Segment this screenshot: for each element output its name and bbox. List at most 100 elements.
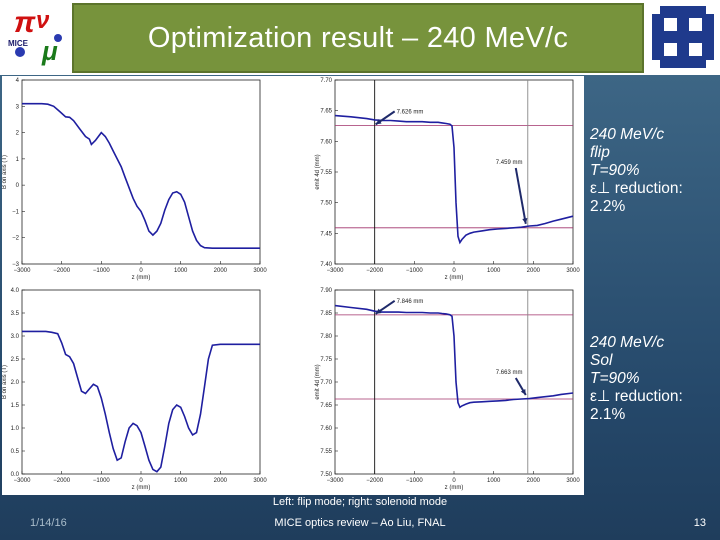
- y-tick-label: 7.75: [320, 357, 332, 363]
- note-momentum: 240 MeV/c: [590, 334, 665, 351]
- x-tick-label: 2000: [527, 478, 541, 484]
- y-tick-label: 1.5: [11, 403, 20, 409]
- x-tick-label: 0: [139, 268, 143, 274]
- page-number: 13: [693, 517, 706, 529]
- y-tick-label: 7.55: [320, 170, 332, 176]
- x-axis-label: z (mm): [132, 275, 151, 281]
- plot-frame: [21, 289, 261, 475]
- note-eps-symbol: ε⊥: [590, 180, 611, 197]
- y-axis-label: emit 4d (mm): [315, 364, 321, 399]
- y-tick-label: 1: [16, 157, 20, 163]
- series-line: [22, 330, 260, 473]
- mice-logo: π ν μ MICE: [2, 2, 70, 72]
- svg-text:ν: ν: [36, 7, 50, 34]
- annotation-arrowhead: [520, 389, 526, 396]
- series-line: [22, 102, 260, 249]
- y-tick-label: 7.60: [320, 139, 332, 145]
- svg-text:π: π: [14, 6, 36, 39]
- note-mode: Sol: [590, 352, 613, 369]
- x-tick-label: −1000: [406, 268, 424, 274]
- x-tick-label: −3000: [14, 268, 32, 274]
- series-line: [334, 304, 574, 409]
- y-tick-label: 3.0: [11, 334, 20, 340]
- x-tick-label: −2000: [53, 478, 71, 484]
- y-tick-label: 3: [16, 104, 20, 110]
- footer-author: MICE optics review – Ao Liu, FNAL: [274, 517, 446, 529]
- value-annotation: 7.663 mm: [496, 370, 523, 376]
- x-tick-label: −2000: [366, 268, 384, 274]
- footer-date: 1/14/16: [30, 517, 67, 529]
- x-tick-label: −1000: [93, 478, 111, 484]
- plot-frame: [334, 79, 574, 265]
- y-tick-label: 7.50: [320, 201, 332, 207]
- y-tick-label: 7.45: [320, 231, 332, 237]
- y-tick-label: 4.0: [11, 288, 20, 294]
- plots-svg: −3000 −2000 −1000 0 1000 2000 3000 −3 −2 −1 0 1 2 3 4 z…: [2, 78, 580, 491]
- y-tick-label: 4: [16, 78, 20, 84]
- x-tick-label: 1000: [487, 478, 501, 484]
- note-transmission: T=90%: [590, 162, 640, 179]
- y-tick-label: 7.65: [320, 109, 332, 115]
- y-tick-label: 0.5: [11, 449, 20, 455]
- y-tick-label: −2: [12, 236, 20, 242]
- annotation-arrowhead: [375, 119, 382, 125]
- chart-4: −3000 −2000 −1000 0 1000 2000 3000 7.50 7.55 7.60…: [315, 288, 580, 491]
- x-tick-label: 2000: [214, 478, 228, 484]
- svg-text:μ: μ: [41, 36, 58, 66]
- y-tick-label: 7.55: [320, 449, 332, 455]
- note-reduction-label: reduction:: [614, 180, 683, 197]
- plot-frame: [334, 289, 574, 475]
- title-banner: Optimization result – 240 MeV/c: [72, 3, 644, 73]
- y-tick-label: 7.40: [320, 262, 332, 268]
- y-tick-label: 7.70: [320, 380, 332, 386]
- x-tick-label: 1000: [174, 268, 188, 274]
- note-transmission: T=90%: [590, 370, 640, 387]
- chart-1: −3000 −2000 −1000 0 1000 2000 3000 −3 −2 −1 0 1 2 3 4 z…: [2, 78, 267, 281]
- y-tick-label: 7.85: [320, 311, 332, 317]
- y-tick-label: 7.50: [320, 472, 332, 478]
- y-tick-label: 1.0: [11, 426, 20, 432]
- plot-panel: −3000 −2000 −1000 0 1000 2000 3000 −3 −2 −1 0 1 2 3 4 z…: [2, 76, 584, 495]
- x-tick-label: 0: [452, 268, 456, 274]
- x-tick-label: −2000: [366, 478, 384, 484]
- y-tick-label: −3: [12, 262, 20, 268]
- x-tick-label: −1000: [406, 478, 424, 484]
- y-tick-label: 7.70: [320, 78, 332, 84]
- x-tick-label: 3000: [566, 268, 580, 274]
- x-tick-label: 0: [452, 478, 456, 484]
- y-tick-label: 2.0: [11, 380, 20, 386]
- annotation-arrowhead: [375, 308, 382, 314]
- slide-title: Optimization result – 240 MeV/c: [147, 21, 569, 54]
- x-tick-label: 3000: [566, 478, 580, 484]
- annotation-arrowhead: [522, 218, 528, 224]
- x-tick-label: −3000: [327, 478, 345, 484]
- note-flip: 240 MeV/c flip T=90% ε⊥ reduction: 2.2%: [590, 126, 683, 216]
- x-tick-label: 0: [139, 478, 143, 484]
- y-tick-label: 7.60: [320, 426, 332, 432]
- annotation-arrow: [514, 167, 527, 224]
- note-reduction-value: 2.2%: [590, 198, 626, 215]
- x-axis-label: z (mm): [132, 485, 151, 491]
- x-axis-label: z (mm): [445, 275, 464, 281]
- x-tick-label: 2000: [214, 268, 228, 274]
- x-tick-label: −2000: [53, 268, 71, 274]
- x-tick-label: 1000: [174, 478, 188, 484]
- y-tick-label: 2.5: [11, 357, 20, 363]
- value-annotation: 7.846 mm: [397, 299, 424, 305]
- value-annotation: 7.626 mm: [397, 109, 424, 115]
- y-axis-label: B on axis (T): [2, 155, 8, 189]
- x-tick-label: 3000: [253, 478, 267, 484]
- fermilab-logo: [652, 6, 714, 68]
- x-tick-label: 2000: [527, 268, 541, 274]
- note-reduction-label: reduction:: [614, 388, 683, 405]
- y-tick-label: −1: [12, 209, 20, 215]
- chart-3: −3000 −2000 −1000 0 1000 2000 3000 0.0 0.5 1.0 1.5…: [2, 288, 267, 491]
- note-momentum: 240 MeV/c: [590, 126, 665, 143]
- note-eps-symbol: ε⊥: [590, 388, 611, 405]
- x-tick-label: −3000: [14, 478, 32, 484]
- figure-caption: Left: flip mode; right: solenoid mode: [272, 496, 448, 508]
- note-reduction-value: 2.1%: [590, 406, 626, 423]
- y-tick-label: 7.65: [320, 403, 332, 409]
- note-sol: 240 MeV/c Sol T=90% ε⊥ reduction: 2.1%: [590, 334, 683, 424]
- series-line: [334, 114, 574, 245]
